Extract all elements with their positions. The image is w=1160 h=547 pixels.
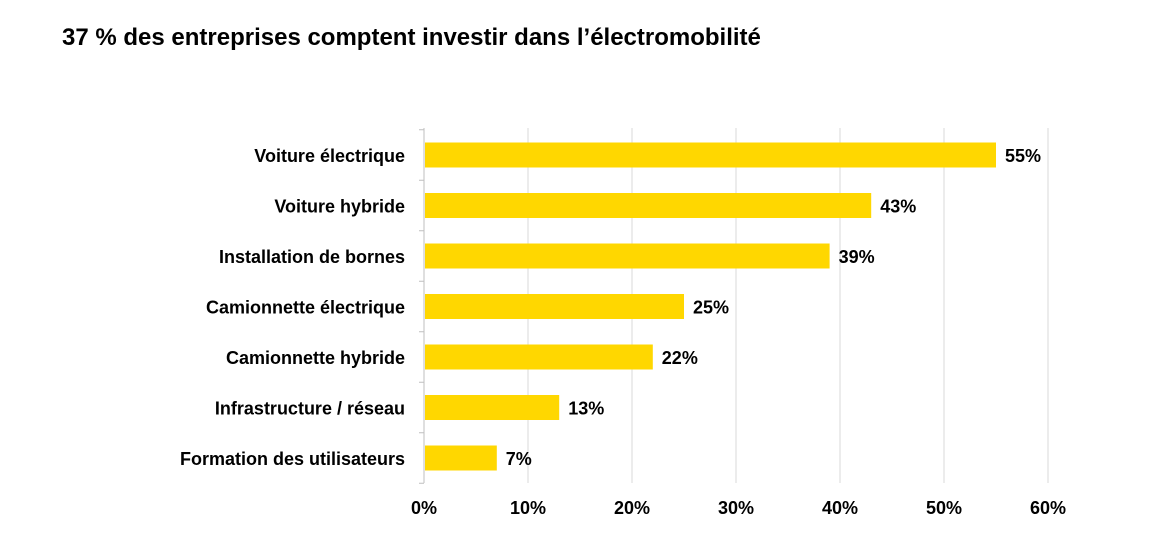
category-label: Installation de bornes	[219, 247, 405, 267]
bar-value-label: 7%	[506, 449, 532, 469]
category-label: Infrastructure / réseau	[215, 399, 405, 419]
category-axis	[419, 128, 425, 484]
bar-value-label: 39%	[839, 247, 875, 267]
x-tick-labels: 0% 10% 20% 30% 40% 50% 60%	[411, 498, 1066, 518]
bar	[425, 142, 996, 168]
x-tick-label: 10%	[510, 498, 546, 518]
x-tick-label: 30%	[718, 498, 754, 518]
category-label: Voiture électrique	[254, 146, 405, 166]
bar	[425, 395, 560, 420]
bar	[425, 445, 497, 471]
category-label: Camionnette électrique	[206, 298, 405, 318]
chart-title: 37 % des entreprises comptent investir d…	[62, 24, 761, 51]
x-tick-label: 40%	[822, 498, 858, 518]
x-tick-label: 0%	[411, 498, 437, 518]
bar	[425, 243, 830, 269]
bar	[425, 294, 684, 319]
bar-value-label: 22%	[662, 348, 698, 368]
category-label: Camionnette hybride	[226, 348, 405, 368]
category-labels: Voiture électrique Voiture hybride Install…	[180, 146, 405, 469]
value-labels: 55% 43% 39% 25% 22% 13% 7%	[506, 146, 1041, 469]
category-label: Voiture hybride	[274, 197, 405, 217]
bar	[425, 193, 872, 218]
x-tick-label: 20%	[614, 498, 650, 518]
bar	[425, 344, 653, 370]
category-label: Formation des utilisateurs	[180, 449, 405, 469]
bar-value-label: 13%	[568, 399, 604, 419]
x-tick-label: 60%	[1030, 498, 1066, 518]
bar-value-label: 43%	[880, 197, 916, 217]
bar-value-label: 25%	[693, 298, 729, 318]
bar-value-label: 55%	[1005, 146, 1041, 166]
bars	[425, 142, 996, 471]
x-tick-label: 50%	[926, 498, 962, 518]
